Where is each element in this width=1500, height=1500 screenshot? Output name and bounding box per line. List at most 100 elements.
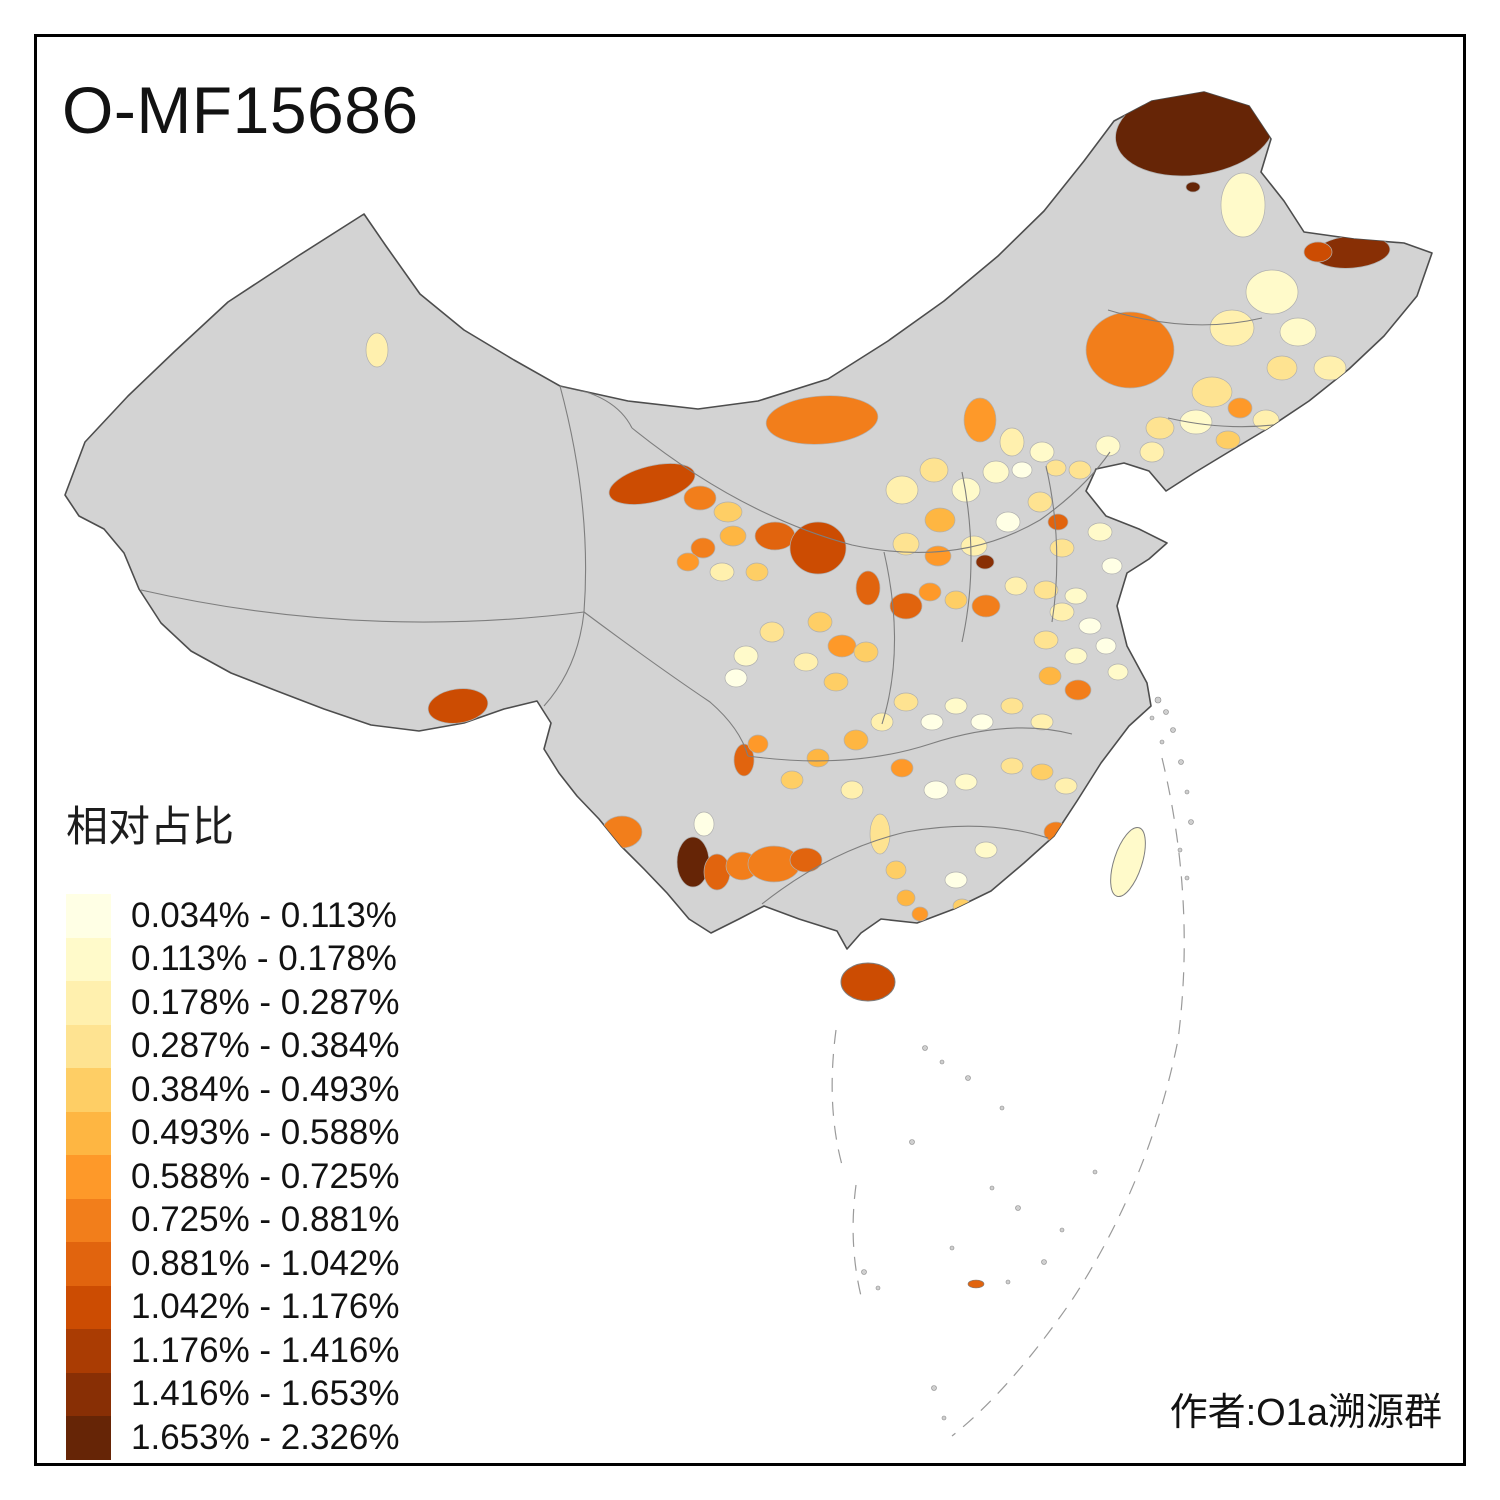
legend-swatch <box>66 894 111 938</box>
prefecture-region <box>944 590 968 610</box>
legend-label: 0.725% - 0.881% <box>131 1200 400 1240</box>
prefecture-region <box>1245 269 1299 315</box>
legend-label: 0.113% - 0.178% <box>131 939 397 979</box>
legend-item: 0.034% - 0.113% <box>66 894 400 938</box>
prefecture-region <box>944 871 968 889</box>
legend-label: 0.881% - 1.042% <box>131 1243 400 1283</box>
prefecture-region <box>1027 491 1053 513</box>
prefecture-region <box>683 485 717 511</box>
prefecture-region <box>1047 513 1069 531</box>
prefecture-region <box>1029 441 1055 463</box>
legend-label: 0.034% - 0.113% <box>131 895 397 935</box>
prefecture-region <box>1074 803 1098 821</box>
legend-item: 1.176% - 1.416% <box>66 1329 400 1373</box>
prefecture-region <box>1054 777 1078 795</box>
legend-label: 1.653% - 2.326% <box>131 1417 400 1457</box>
prefecture-region <box>1011 461 1033 479</box>
prefecture-region <box>759 621 785 643</box>
prefecture-region <box>963 397 997 443</box>
prefecture-region <box>911 906 929 922</box>
prefecture-region <box>1068 460 1092 480</box>
map-title: O-MF15686 <box>62 73 419 147</box>
prefecture-region <box>1313 355 1347 381</box>
prefecture-region <box>924 507 956 533</box>
prefecture-region <box>1185 181 1201 193</box>
prefecture-region <box>975 554 995 570</box>
prefecture-region <box>676 836 710 888</box>
prefecture-region <box>1030 713 1054 731</box>
province-border-line <box>1045 465 1058 623</box>
prefecture-region <box>885 860 907 880</box>
legend-label: 0.588% - 0.725% <box>131 1156 400 1196</box>
prefecture-region <box>807 611 833 633</box>
islands-layer <box>831 696 1194 1437</box>
prefecture-region <box>1049 538 1075 558</box>
prefecture-region <box>1043 821 1069 843</box>
legend-item: 1.416% - 1.653% <box>66 1372 400 1416</box>
prefecture-region <box>1279 317 1317 347</box>
legend-item: 0.178% - 0.287% <box>66 981 400 1025</box>
prefecture-region <box>970 713 994 731</box>
prefecture-region <box>1095 637 1117 655</box>
legend-item: 0.287% - 0.384% <box>66 1024 400 1068</box>
prefecture-region <box>1179 409 1213 435</box>
prefecture-region <box>780 770 804 790</box>
prefecture-region <box>923 780 949 800</box>
prefecture-region <box>920 713 944 731</box>
south-sea-island-colored <box>967 1279 985 1289</box>
prefecture-region <box>855 570 881 606</box>
prefecture-region <box>870 712 894 732</box>
prefecture-region <box>918 582 942 602</box>
hainan-island <box>840 962 896 1002</box>
legend-swatch <box>66 1372 111 1416</box>
legend-label: 0.287% - 0.384% <box>131 1026 400 1066</box>
prefecture-region <box>1064 647 1088 665</box>
prefecture-region <box>745 562 769 582</box>
province-border-line <box>543 385 587 707</box>
legend-label: 0.493% - 0.588% <box>131 1113 400 1153</box>
prefecture-region <box>1220 172 1266 238</box>
mainland-layer <box>64 91 1433 950</box>
province-borders <box>140 309 1333 905</box>
province-border-line <box>583 611 749 757</box>
prefecture-region <box>709 562 735 582</box>
prefecture-region <box>892 532 920 556</box>
prefecture-region <box>1030 763 1054 781</box>
prefecture-region <box>1064 587 1088 605</box>
nine-dash-line <box>831 757 1185 1437</box>
prefecture-region <box>869 813 891 855</box>
legend-swatch <box>66 1198 111 1242</box>
legend-label: 1.416% - 1.653% <box>131 1374 400 1414</box>
prefecture-region <box>1078 617 1102 635</box>
legend-swatch <box>66 1068 111 1112</box>
prefecture-region <box>982 460 1010 484</box>
prefecture-region <box>974 841 998 859</box>
legend-swatch <box>66 1242 111 1286</box>
prefecture-regions-layer <box>365 92 1391 922</box>
province-border-line <box>1107 309 1263 326</box>
prefecture-region <box>1004 576 1028 596</box>
province-border-line <box>761 825 1049 905</box>
prefecture-region <box>601 815 643 849</box>
prefecture-region <box>1101 557 1123 575</box>
prefecture-region <box>676 552 700 572</box>
province-border-line <box>140 589 585 623</box>
prefecture-region <box>995 511 1021 533</box>
prefecture-region <box>823 672 849 692</box>
prefecture-region <box>693 811 715 837</box>
province-border-line <box>961 471 972 643</box>
prefecture-region <box>924 545 952 567</box>
prefecture-region <box>747 734 769 754</box>
legend-label: 1.042% - 1.176% <box>131 1287 400 1327</box>
attribution: 作者:O1a溯源群 <box>1169 1392 1442 1434</box>
prefecture-region <box>806 748 830 768</box>
prefecture-region <box>896 889 916 907</box>
legend-label: 0.178% - 0.287% <box>131 982 400 1022</box>
prefecture-region <box>733 645 759 667</box>
legend-label: 0.384% - 0.493% <box>131 1069 400 1109</box>
prefecture-region <box>713 501 743 523</box>
mainland-outline <box>64 91 1433 950</box>
prefecture-region <box>853 641 879 663</box>
